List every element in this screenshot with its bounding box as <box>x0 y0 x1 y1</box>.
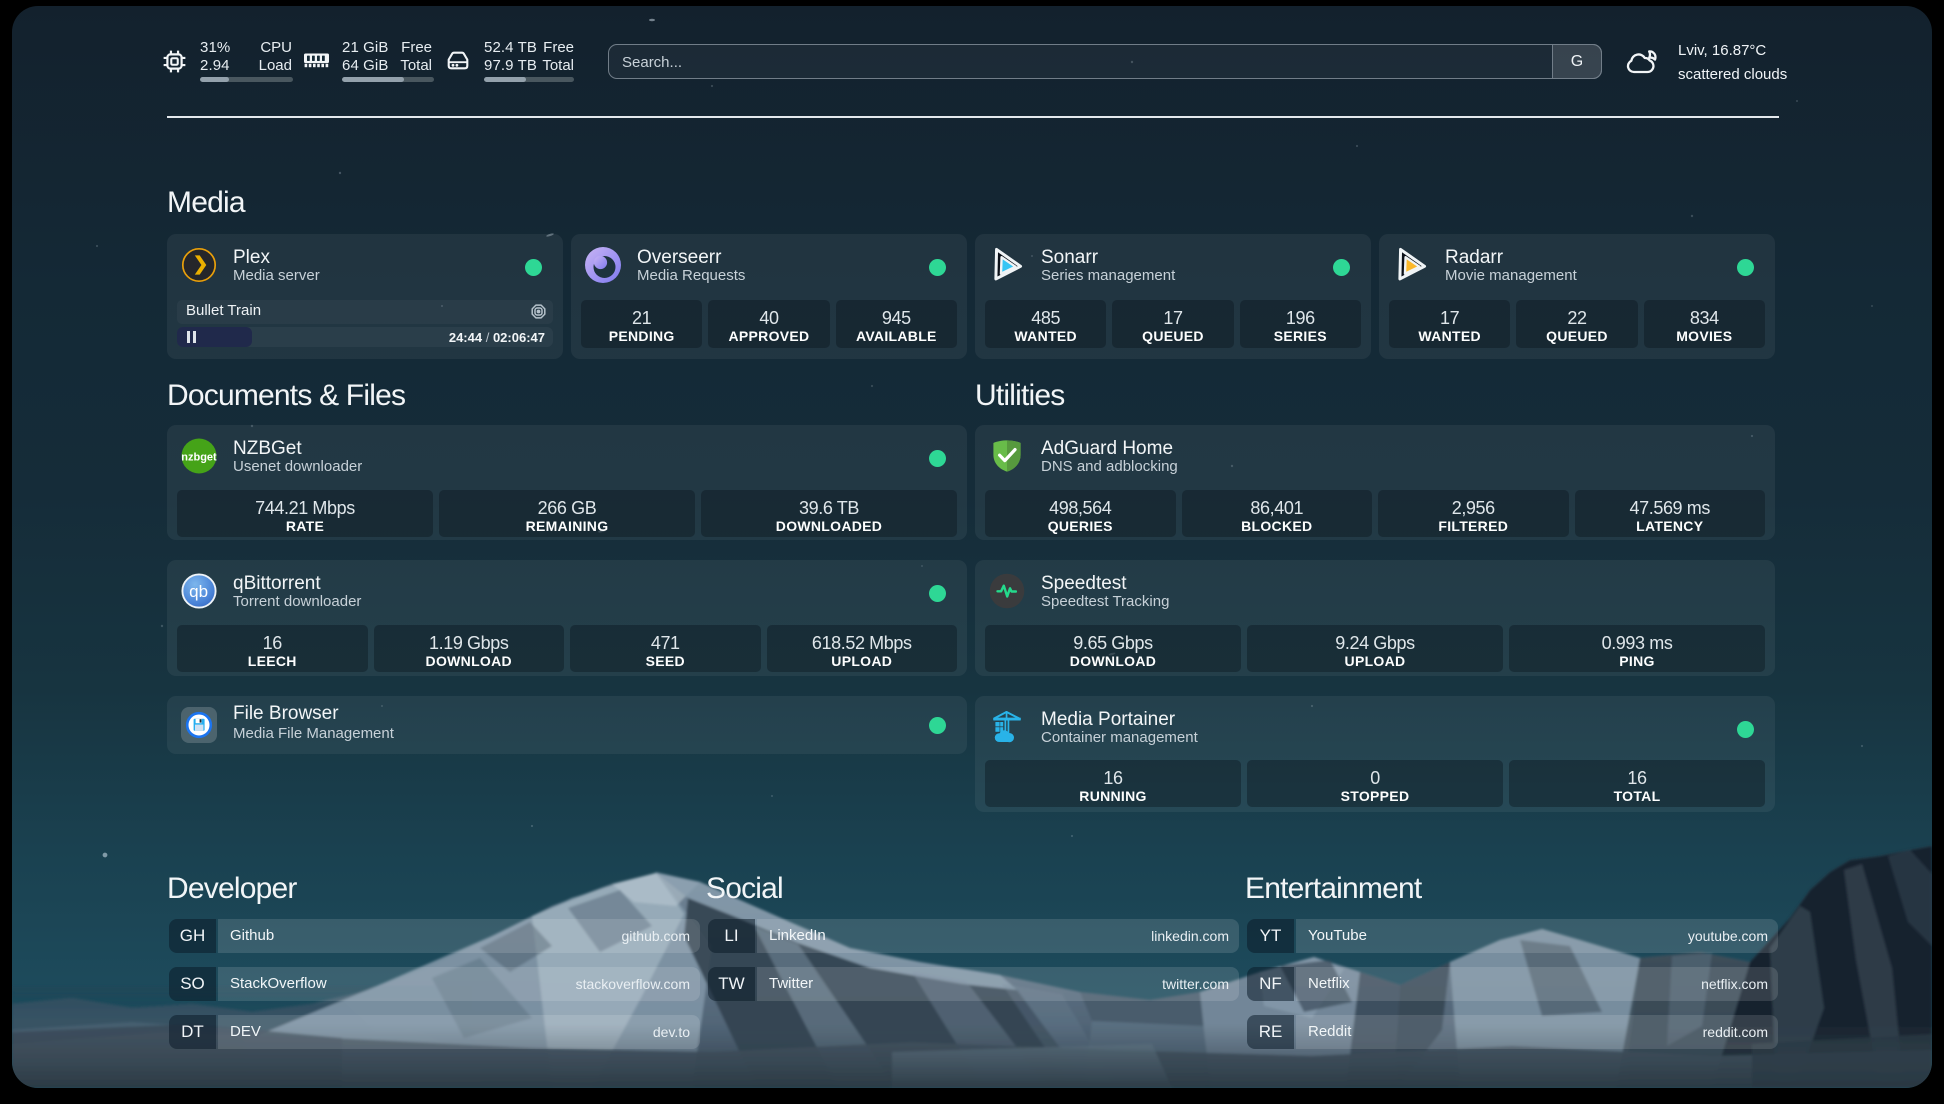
svg-text:qb: qb <box>189 582 208 601</box>
svg-text:nzbget: nzbget <box>181 451 217 463</box>
